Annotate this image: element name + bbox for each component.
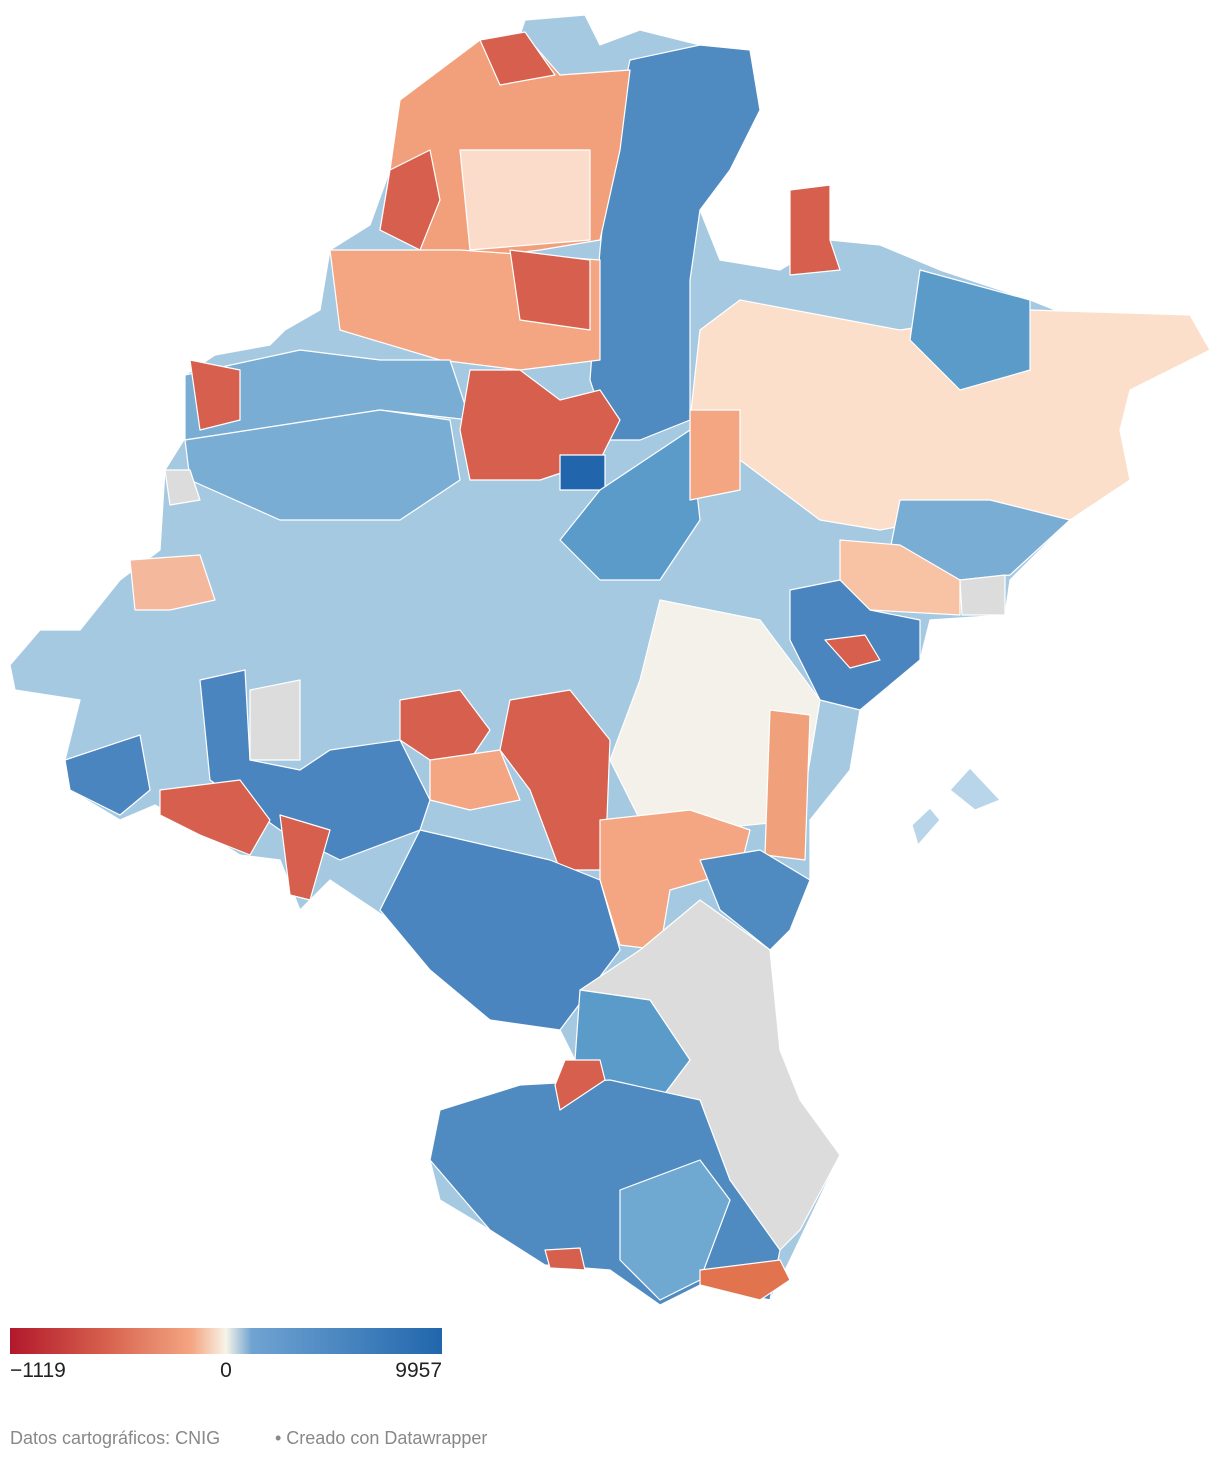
map [9,14,1211,1306]
region [699,849,811,951]
region [789,184,841,276]
region [959,574,1006,616]
region [544,1247,586,1271]
region [379,149,441,251]
region [764,709,811,861]
footer-source: Datos cartográficos: CNIG [10,1428,220,1448]
region [479,31,556,86]
region [459,369,621,481]
legend-label: 0 [220,1359,232,1382]
region [909,269,1031,391]
region [911,807,941,846]
footer-credit: • Creado con Datawrapper [275,1428,487,1448]
region [249,679,301,761]
region [129,554,216,611]
region [689,409,741,501]
region [554,1059,606,1111]
region [949,767,1001,811]
region [699,1259,791,1301]
region [429,749,521,811]
region [64,734,151,816]
legend-label: 9957 [395,1359,442,1382]
region [189,359,241,431]
region [509,249,591,331]
legend-bar [10,1328,442,1354]
region [824,634,881,669]
region [279,814,331,901]
region [159,779,271,856]
region [164,469,201,506]
region [379,829,621,1031]
region [499,689,611,871]
legend-label: −1119 [10,1359,66,1382]
region [559,454,606,491]
region [184,409,461,521]
region [459,149,591,251]
